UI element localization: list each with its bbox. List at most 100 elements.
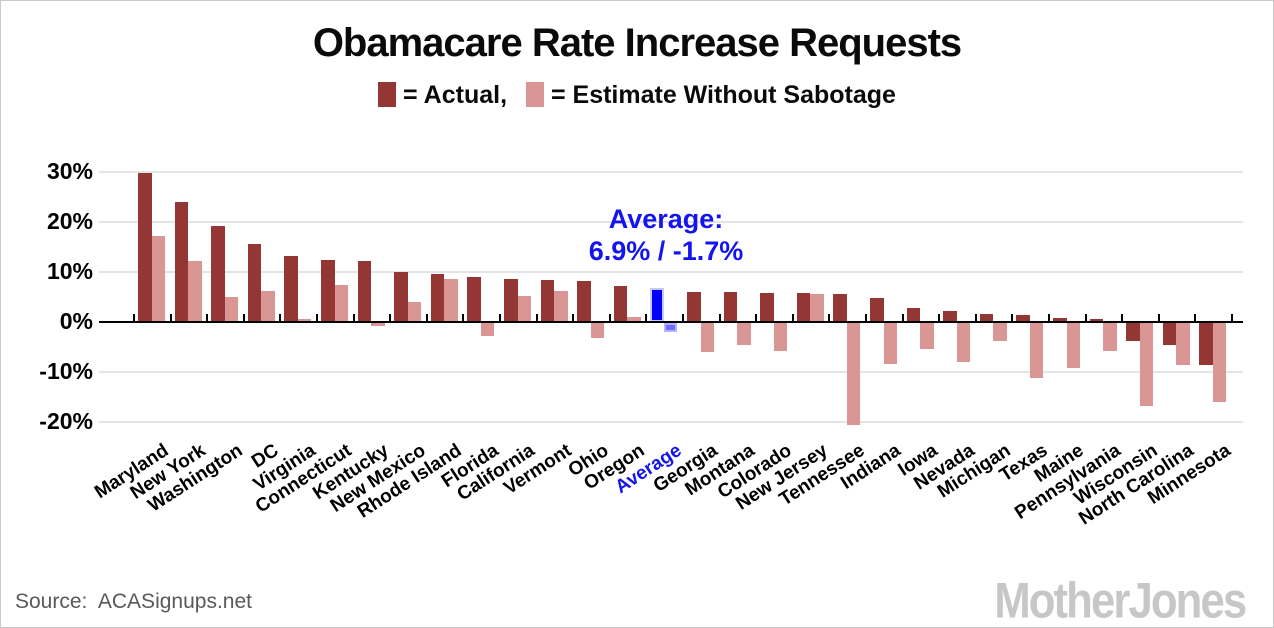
bar-actual-ohio [577,280,591,322]
bar-estimate-florida [480,323,495,336]
bar-actual-new-mexico [394,272,408,322]
estimate-color-swatch [525,82,544,107]
bar-estimate-rhode-island [444,278,458,322]
bar-actual-pennsylvania [1089,319,1104,322]
bar-estimate-kentucky [371,323,385,326]
bar-estimate-nevada [956,323,971,362]
bar-actual-california [504,279,518,322]
bar-estimate-washington [224,297,239,322]
x-axis-tick [718,314,721,322]
bar-actual-virginia [284,255,298,322]
x-axis-tick [1121,314,1124,322]
x-axis-tick [425,314,428,322]
x-axis-tick [828,314,831,322]
bar-estimate-georgia [700,323,714,352]
x-axis-tick [974,314,977,322]
bar-actual-average [650,287,664,322]
bar-actual-new-jersey [796,293,811,322]
x-axis-tick [865,314,867,322]
bar-estimate-new-jersey [810,293,824,322]
bar-actual-colorado [760,292,774,322]
gridline-10 [99,271,1243,273]
x-axis-tick [169,314,172,322]
bar-estimate-montana [737,323,751,345]
x-axis-tick [462,314,465,322]
bar-actual-iowa [906,308,921,322]
bar-actual-michigan [979,313,994,322]
bar-actual-wisconsin [1126,323,1140,341]
x-axis-tick [352,314,355,322]
source-note: Source: ACASignups.net [15,590,252,613]
x-axis-tick [133,314,135,322]
y-axis-label-30: 30% [46,158,93,184]
y-axis-label-20: 20% [46,208,93,234]
bar-estimate-dc [261,290,275,322]
bar-actual-minnesota [1199,323,1213,365]
x-axis-tick [938,314,941,322]
chart-legend: = Actual, = Estimate Without Sabotage [1,81,1273,110]
average-annotation-line2: 6.9% / -1.7% [588,235,744,266]
bar-estimate-ohio [590,323,605,338]
bar-estimate-california [517,296,531,322]
bar-actual-dc [247,244,262,322]
bar-actual-washington [211,226,225,322]
bar-estimate-new-york [188,261,202,322]
x-axis-tick [316,314,318,322]
x-axis-tick [755,314,758,322]
x-axis-tick [499,314,501,322]
bar-estimate-maryland [151,236,165,322]
actual-color-swatch [378,82,397,107]
bar-estimate-average [663,323,678,332]
legend-item-actual: = Actual, [378,81,507,109]
x-axis-tick [1084,314,1087,322]
bar-actual-nevada [943,311,957,322]
average-annotation: Average: 6.9% / -1.7% [526,204,806,268]
legend-label-actual: = Actual, [403,81,508,109]
x-axis-tick [1011,314,1014,322]
x-axis-tick [535,314,538,322]
bar-actual-new-york [174,201,189,322]
bar-estimate-tennessee [846,323,861,425]
bar-estimate-pennsylvania [1103,323,1117,351]
x-axis-tick [608,314,611,322]
bar-actual-connecticut [321,260,335,322]
bar-estimate-texas [1029,323,1044,378]
gridline-30 [99,171,1243,173]
bar-estimate-new-mexico [407,302,422,322]
y-axis-label--10: -10% [39,358,93,384]
x-axis-tick [1231,314,1233,322]
y-axis-label--20: -20% [39,408,93,434]
bar-actual-tennessee [833,294,847,322]
bar-actual-texas [1016,315,1030,322]
bar-actual-north-carolina [1162,323,1177,345]
bar-actual-indiana [870,297,884,322]
average-annotation-line1: Average: [608,204,724,234]
x-axis-tick [791,314,794,322]
bar-estimate-minnesota [1212,323,1227,402]
bar-actual-kentucky [357,261,372,322]
legend-item-estimate: = Estimate Without Sabotage [525,81,896,109]
x-axis-tick [389,314,392,322]
bar-estimate-iowa [920,323,934,349]
x-axis-tick [645,314,648,322]
x-axis-tick [901,314,904,322]
x-axis-tick [682,314,684,322]
x-axis-line [99,321,1243,323]
x-axis-tick [1157,314,1160,322]
bar-actual-oregon [613,285,628,322]
bar-estimate-connecticut [334,285,348,322]
bar-estimate-virginia [297,318,312,322]
bar-actual-vermont [540,279,555,322]
bar-actual-florida [467,277,481,322]
bar-estimate-wisconsin [1139,323,1154,406]
legend-label-estimate: = Estimate Without Sabotage [550,81,896,109]
bar-estimate-colorado [773,323,788,351]
mother-jones-logo: MotherJones [993,572,1247,628]
chart-title: Obamacare Rate Increase Requests [312,21,962,65]
x-axis-tick [572,314,575,322]
bar-actual-montana [723,292,738,322]
x-axis-tick [1048,314,1050,322]
bar-actual-georgia [687,291,701,322]
y-axis-label-0: 0% [59,308,93,334]
